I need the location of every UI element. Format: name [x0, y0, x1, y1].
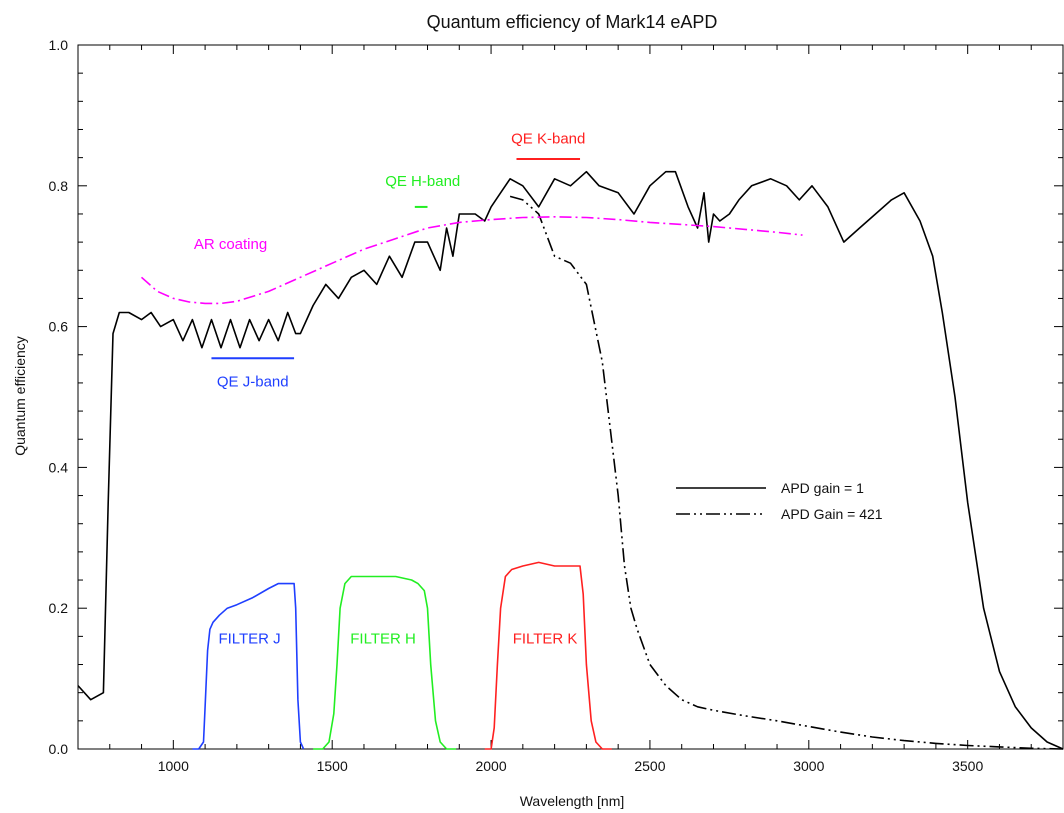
- y-tick-label: 0.4: [49, 459, 69, 475]
- series-apd-gain-421: [509, 195, 1064, 750]
- axis-ticks: 1000 1500 2000 2500 3000 3500 0.0 0.2 0.4 0.6 0.8 1…: [49, 37, 1064, 774]
- x-tick-label: 2000: [475, 758, 506, 774]
- series-lines: [77, 170, 1064, 750]
- qe-band-bars: [211, 158, 581, 360]
- legend: APD gain = 1 APD Gain = 421: [676, 480, 883, 522]
- y-tick-label: 0.6: [49, 319, 69, 335]
- x-tick-label: 3500: [952, 758, 983, 774]
- annotations: AR coating QE H-band QE K-band QE J-band FIL…: [194, 131, 586, 648]
- series-ar-coating: [140, 216, 803, 305]
- annotation-qe-k-band: QE K-band: [511, 131, 585, 148]
- annotation-filter-k: FILTER K: [513, 630, 578, 647]
- series-filter-j: [192, 582, 305, 750]
- y-axis-label: Quantum efficiency: [12, 336, 28, 456]
- x-tick-label: 1500: [317, 758, 348, 774]
- plot-frame: [77, 44, 1064, 750]
- y-tick-label: 0.2: [49, 600, 69, 616]
- series-filter-h: [313, 575, 457, 750]
- annotation-filter-h: FILTER H: [350, 630, 416, 647]
- y-tick-label: 0.0: [49, 741, 69, 757]
- chart-title: Quantum efficiency of Mark14 eAPD: [427, 12, 718, 32]
- y-tick-label: 0.8: [49, 178, 69, 194]
- annotation-qe-j-band: QE J-band: [217, 373, 289, 390]
- annotation-qe-h-band: QE H-band: [385, 173, 460, 190]
- annotation-ar-coating: AR coating: [194, 236, 267, 253]
- legend-label-apd-gain-421: APD Gain = 421: [781, 506, 883, 522]
- annotation-filter-j: FILTER J: [218, 630, 280, 647]
- x-axis-label: Wavelength [nm]: [520, 793, 625, 809]
- plot-border: [77, 44, 1064, 750]
- series-filter-k: [484, 561, 612, 750]
- x-tick-label: 1000: [158, 758, 189, 774]
- series-apd-gain-1: [77, 170, 1064, 750]
- x-tick-label: 2500: [634, 758, 665, 774]
- y-tick-label: 1.0: [49, 37, 69, 53]
- legend-label-apd-gain-1: APD gain = 1: [781, 480, 864, 496]
- x-tick-label: 3000: [793, 758, 824, 774]
